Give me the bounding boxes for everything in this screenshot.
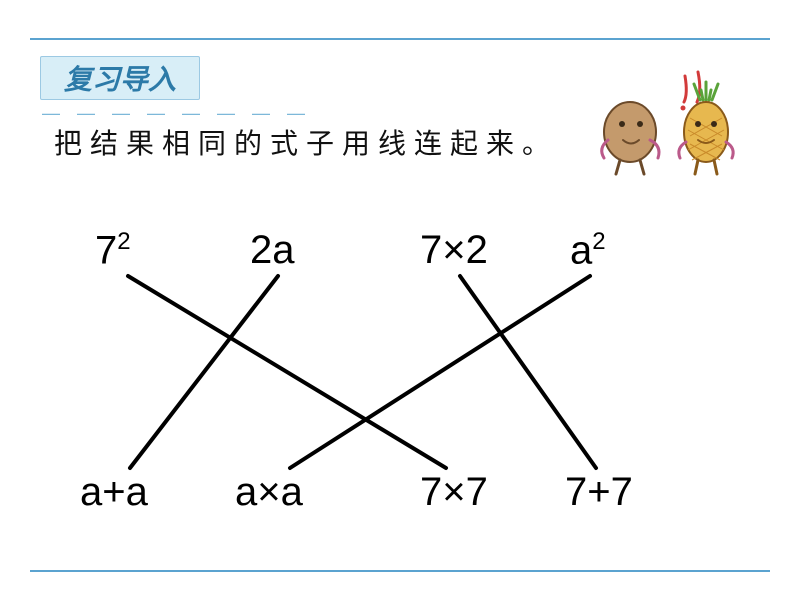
- top-expr-2: 2a: [250, 228, 295, 273]
- match-line-3: [460, 276, 596, 468]
- section-badge-text: 复习导入: [64, 58, 176, 98]
- top-rule: [30, 38, 770, 40]
- badge-underline: — — — — — — — —: [42, 103, 311, 124]
- cartoon-characters: [590, 70, 750, 180]
- bottom-rule: [30, 570, 770, 572]
- top-expr-1: 72: [95, 228, 131, 273]
- top-expr-4: a2: [570, 228, 606, 273]
- section-badge: 复习导入: [40, 56, 200, 100]
- bottom-expr-3: 7×7: [420, 470, 488, 515]
- top-expr-3: 7×2: [420, 228, 488, 273]
- bottom-expr-2: a×a: [235, 470, 303, 515]
- potato-character-icon: [602, 102, 659, 174]
- match-line-4: [290, 276, 590, 468]
- match-line-2: [130, 276, 278, 468]
- instruction-text: 把结果相同的式子用线连起来。: [54, 122, 558, 162]
- match-line-1: [128, 276, 446, 468]
- bottom-expr-4: 7+7: [565, 470, 633, 515]
- bottom-expr-1: a+a: [80, 470, 148, 515]
